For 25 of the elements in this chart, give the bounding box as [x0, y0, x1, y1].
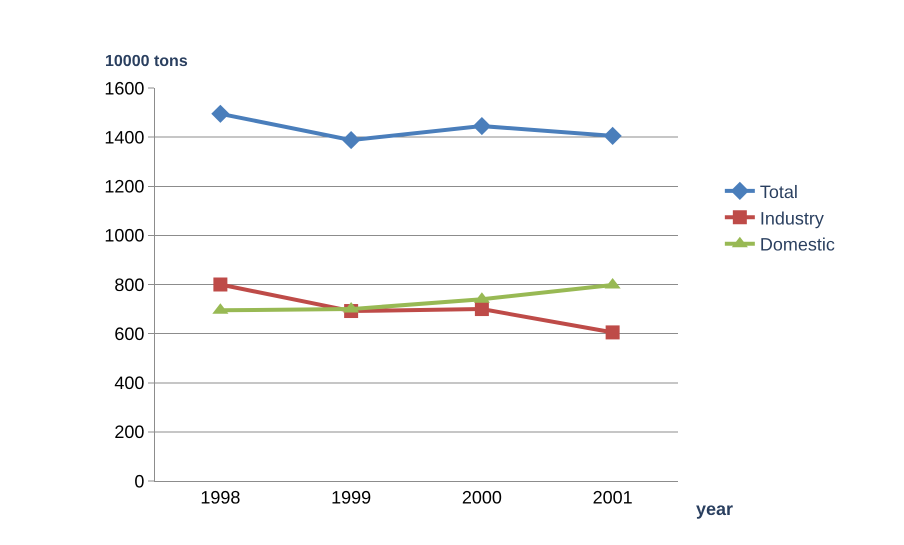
point [604, 126, 622, 145]
y-tick-label: 1400 [104, 127, 144, 148]
point [342, 130, 360, 150]
x-axis-title: year [696, 499, 734, 519]
point [474, 302, 489, 316]
point [472, 116, 491, 136]
y-tick-label: 1600 [104, 78, 144, 98]
y-tick-label: 1000 [104, 226, 144, 246]
point [213, 278, 228, 292]
y-tick-label: 1200 [104, 176, 144, 197]
y-tick-label: 200 [114, 422, 144, 442]
y-tick-label: 800 [114, 274, 144, 295]
legend-label: Domestic [760, 234, 835, 255]
legend-label: Industry [760, 208, 824, 228]
point [211, 104, 230, 123]
y-tick-label: 400 [114, 373, 144, 394]
y-tick-label: 0 [134, 471, 144, 492]
x-tick-label: 2000 [462, 488, 502, 508]
y-tick-label: 600 [114, 324, 144, 344]
legend-label: Total [760, 182, 798, 202]
x-tick-label: 2001 [592, 488, 633, 508]
x-tick-label: 1999 [331, 488, 372, 508]
point [606, 325, 620, 340]
x-tick-label: 1998 [200, 488, 240, 508]
y-axis-title: 10000 tons [105, 53, 188, 70]
